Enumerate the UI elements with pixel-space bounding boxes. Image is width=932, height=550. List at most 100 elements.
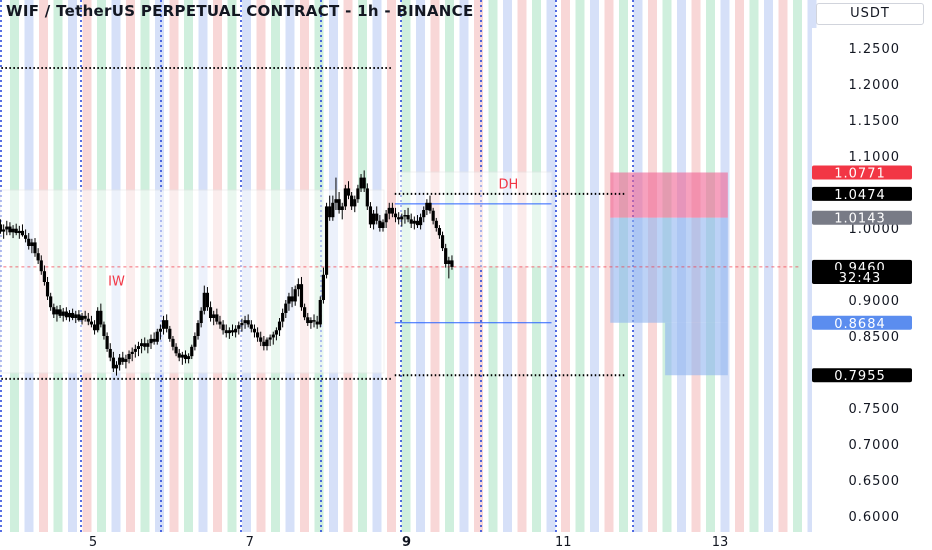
candle-body — [296, 284, 300, 290]
candle-body — [259, 337, 263, 342]
y-tick-label: 0.7000 — [849, 438, 901, 453]
candle-body — [403, 215, 407, 217]
candle-body — [422, 210, 426, 218]
candle-body — [359, 177, 363, 189]
candle-body — [0, 224, 3, 232]
candle-body — [99, 310, 103, 325]
candle-body — [434, 220, 438, 228]
annotations: IW DH — [108, 177, 518, 289]
candle-body — [8, 226, 12, 233]
position-zones — [610, 172, 728, 376]
candle-body — [334, 199, 338, 203]
candle-body — [299, 284, 304, 308]
candle-body — [303, 307, 307, 318]
candle-body — [318, 300, 322, 325]
zone-target-ext — [665, 322, 728, 376]
candle-body — [193, 336, 197, 347]
candle-body — [353, 199, 357, 207]
y-tick-label: 0.6000 — [849, 510, 901, 525]
candles — [0, 170, 454, 376]
candle-body — [287, 296, 291, 304]
candle-body — [139, 343, 144, 347]
candle-body — [387, 207, 391, 214]
candle-body — [177, 353, 181, 358]
horizontal-levels — [0, 67, 799, 380]
candle-body — [187, 356, 191, 360]
candle-body — [212, 314, 216, 318]
candle-body — [146, 343, 150, 347]
candle-body — [86, 318, 90, 322]
candle-body — [55, 309, 59, 315]
candle-body — [444, 248, 448, 264]
candle-body — [143, 343, 147, 347]
candle-body — [11, 228, 15, 233]
candle-body — [227, 330, 231, 334]
candle-body — [45, 282, 50, 297]
candle-body — [246, 320, 250, 325]
candle-body — [221, 324, 225, 331]
candle-body — [33, 242, 37, 254]
candle-body — [255, 332, 260, 338]
candle-body — [400, 216, 404, 220]
candle-body — [243, 320, 247, 324]
annotation-iw: IW — [108, 275, 125, 290]
session-band — [561, 0, 570, 532]
candle-body — [234, 328, 238, 333]
candle-body — [205, 292, 210, 308]
candle-body — [161, 320, 166, 329]
candle-body — [346, 188, 351, 196]
candle-body — [412, 220, 416, 224]
candle-body — [428, 202, 432, 211]
candle-body — [96, 310, 100, 331]
candle-body — [415, 220, 420, 226]
candle-body — [406, 215, 410, 220]
candle-body — [224, 330, 228, 334]
y-tick-label: 1.2000 — [849, 78, 901, 93]
chart-title: WIF / TetherUS PERPETUAL CONTRACT - 1h -… — [6, 2, 474, 20]
candle-body — [397, 217, 401, 220]
candle-body — [171, 338, 175, 347]
candle-body — [343, 188, 347, 207]
candle-body — [80, 315, 84, 321]
session-band — [604, 0, 614, 532]
candle-body — [437, 228, 442, 236]
x-tick-label: 9 — [402, 535, 411, 550]
candle-body — [431, 210, 435, 221]
price-label-text: 0.8684 — [834, 317, 886, 332]
session-band — [590, 0, 599, 532]
price-label-text: 1.0474 — [834, 188, 886, 203]
y-tick-label: 0.6500 — [849, 474, 901, 489]
y-tick-label: 1.1500 — [849, 114, 901, 129]
candle-body — [215, 314, 219, 322]
y-tick-label: 1.1000 — [849, 150, 901, 165]
candle-body — [196, 323, 200, 336]
x-tick-label: 11 — [555, 535, 572, 550]
candle-body — [384, 213, 388, 223]
candle-body — [375, 213, 379, 221]
candle-body — [83, 315, 87, 319]
candle-body — [350, 195, 354, 207]
session-band — [764, 0, 773, 532]
candle-body — [450, 260, 454, 267]
candle-body — [293, 289, 297, 302]
currency-selector[interactable]: USDT — [816, 3, 924, 25]
candle-body — [149, 338, 153, 344]
x-tick-label: 7 — [246, 535, 254, 550]
candle-body — [5, 226, 9, 230]
candle-body — [371, 213, 376, 225]
candle-body — [199, 310, 203, 324]
candle-body — [331, 202, 335, 218]
candle-body — [277, 321, 282, 331]
candle-body — [42, 271, 47, 282]
candle-body — [121, 357, 125, 362]
price-label-tag — [812, 165, 912, 180]
candle-body — [240, 323, 244, 326]
candle-body — [165, 320, 169, 329]
session-band — [778, 0, 788, 532]
candle-body — [92, 324, 97, 331]
candle-body — [262, 341, 266, 347]
session-band — [735, 0, 744, 532]
candle-body — [158, 328, 163, 332]
